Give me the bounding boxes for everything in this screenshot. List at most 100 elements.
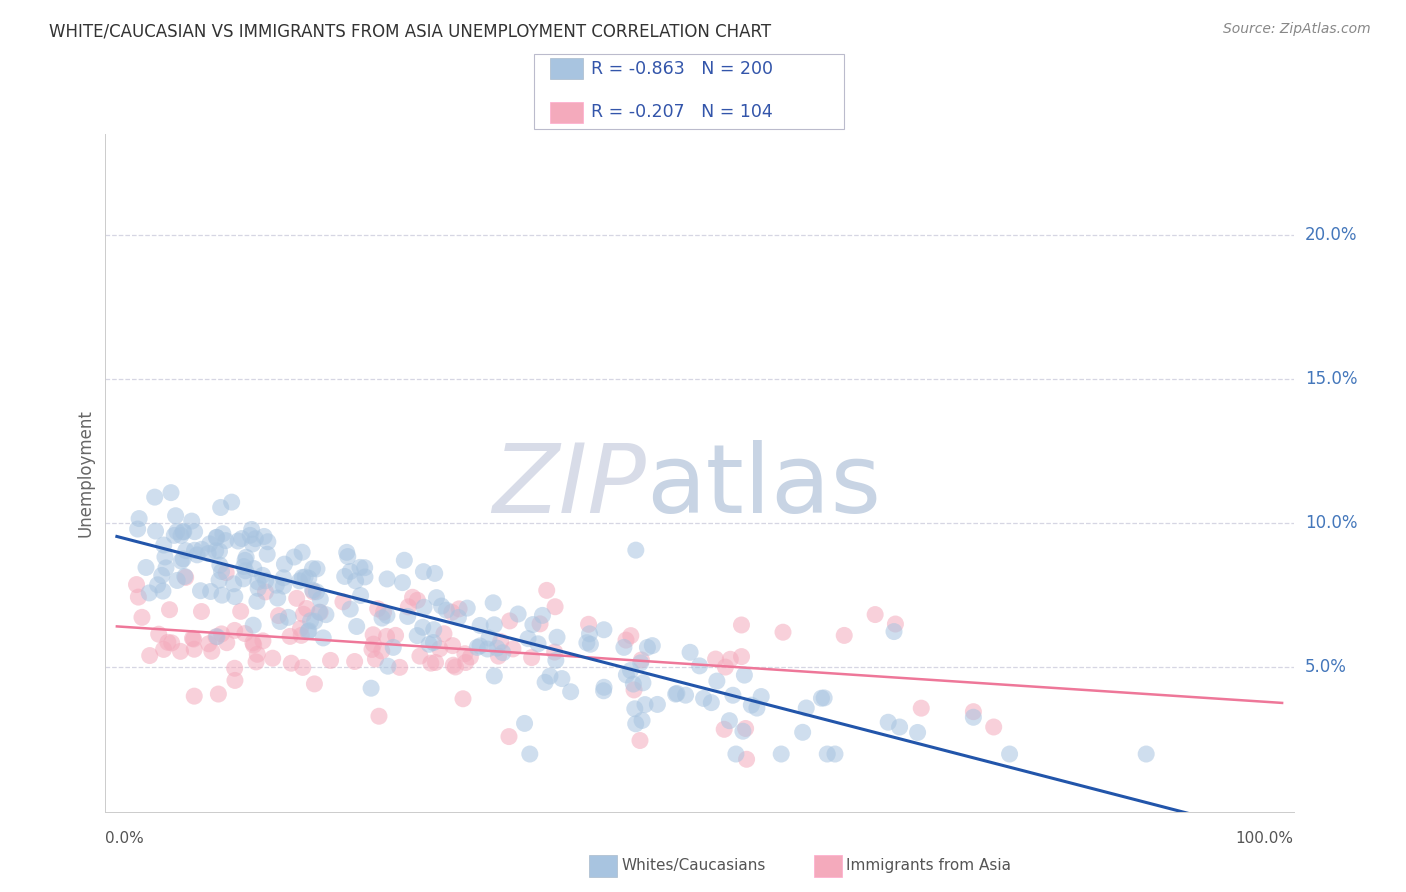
Point [679,645,702,659]
Point [152,642,174,657]
Point [363,637,385,651]
Y-axis label: Unemployment: Unemployment [76,409,94,537]
Point [454,656,477,670]
Point [315,607,337,622]
Point [832,628,855,642]
Text: atlas: atlas [645,440,882,533]
Point [384,628,406,642]
Point [235,550,257,565]
Text: R = -0.207   N = 104: R = -0.207 N = 104 [591,103,772,121]
Point [224,590,246,604]
Point [215,533,238,548]
Point [125,577,148,591]
Point [614,633,637,648]
Point [245,655,267,669]
Point [401,591,423,605]
Text: R = -0.863   N = 200: R = -0.863 N = 200 [591,60,772,78]
Point [388,660,411,674]
Text: Immigrants from Asia: Immigrants from Asia [846,858,1011,872]
Point [143,490,166,504]
Point [127,522,149,536]
Point [478,631,501,645]
Point [298,624,321,638]
Point [396,609,419,624]
Point [631,714,654,728]
Point [371,611,394,625]
Point [434,603,457,617]
Point [907,725,929,739]
Point [159,603,181,617]
Point [309,592,332,607]
Text: 10.0%: 10.0% [1305,515,1357,533]
Point [267,608,290,623]
Point [304,677,326,691]
Point [700,696,723,710]
Point [536,583,558,598]
Point [138,586,160,600]
Point [226,534,249,549]
Point [174,570,197,584]
Point [484,669,506,683]
Point [305,562,328,576]
Point [224,673,246,688]
Point [273,571,295,585]
Point [215,636,238,650]
Point [131,610,153,624]
Point [297,624,319,639]
Point [877,715,900,730]
Point [336,549,359,564]
Point [153,549,176,564]
Point [619,664,641,678]
Point [447,610,470,624]
Point [152,584,174,599]
Point [302,584,325,599]
Point [256,534,278,549]
Point [166,524,188,539]
Point [444,660,467,674]
Point [343,655,366,669]
Point [422,635,444,649]
Point [235,564,257,578]
Point [706,674,728,689]
Point [319,653,342,667]
Point [208,544,231,558]
Point [578,627,600,641]
Point [222,577,245,591]
Point [721,688,744,702]
Point [413,600,436,615]
Point [440,605,463,619]
Point [749,690,772,704]
Point [810,691,832,706]
Point [692,691,714,706]
Point [513,716,536,731]
Point [412,620,434,634]
Point [422,623,444,637]
Point [246,574,269,589]
Point [593,680,616,694]
Point [291,545,314,559]
Point [883,624,905,639]
Point [731,724,754,739]
Text: 100.0%: 100.0% [1236,831,1294,846]
Point [169,644,191,658]
Point [135,560,157,574]
Point [889,720,911,734]
Point [170,554,193,568]
Point [815,747,838,761]
Point [215,566,238,580]
Point [197,637,219,651]
Point [425,656,447,670]
Point [665,687,688,701]
Point [419,656,441,670]
Point [242,638,264,652]
Point [406,629,429,643]
Point [290,622,312,636]
Point [628,733,651,747]
Text: Whites/Caucasians: Whites/Caucasians [621,858,766,872]
Point [232,572,254,586]
Point [451,691,474,706]
Point [163,528,186,542]
Point [308,605,330,619]
Point [689,659,711,673]
Point [544,653,567,667]
